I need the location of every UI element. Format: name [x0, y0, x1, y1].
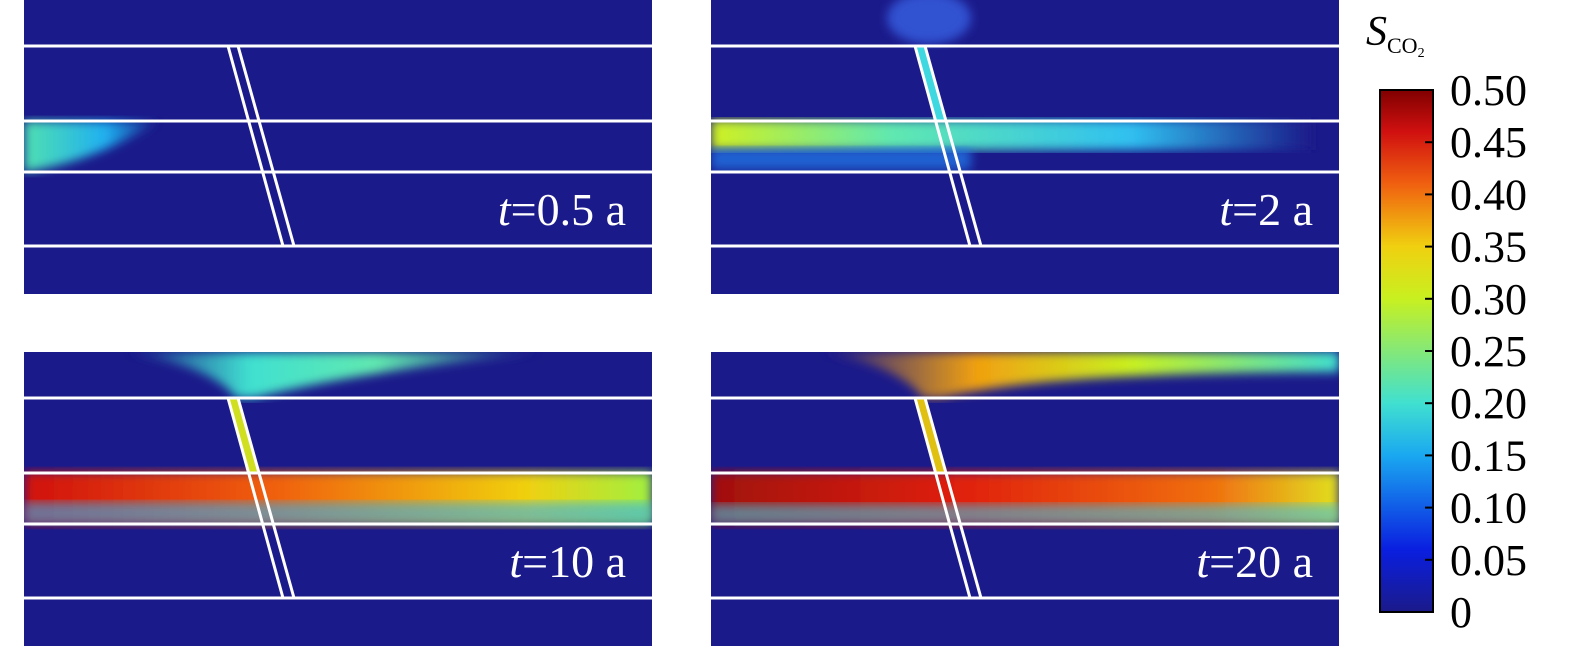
fault-line: [923, 45, 983, 247]
plume: [887, 0, 971, 44]
fault-line: [226, 397, 285, 599]
plume: [711, 120, 1311, 150]
colorbar-tick-label: 0.20: [1450, 379, 1527, 428]
plume: [228, 398, 258, 473]
time-label: t=2 a: [1219, 184, 1313, 235]
colorbar-label: SCO2: [1366, 9, 1425, 61]
plume: [915, 46, 945, 121]
fault-line: [236, 397, 296, 599]
colorbar-tick-label: 0: [1450, 588, 1472, 637]
time-variable: t: [1196, 536, 1210, 587]
panel-background: [24, 0, 652, 294]
panel-field: [24, 0, 652, 294]
colorbar-tick-label: 0.35: [1450, 223, 1527, 272]
time-label: t=0.5 a: [498, 184, 626, 235]
time-label: t=10 a: [509, 536, 626, 587]
colorbar-tick-label: 0.45: [1450, 118, 1527, 167]
colorbar: [1379, 89, 1434, 613]
panel-field: [711, 0, 1339, 294]
colorbar-tick-label: 0.40: [1450, 170, 1527, 219]
fault-line: [226, 45, 285, 247]
fault-line: [236, 45, 296, 247]
panel: t=0.5 a: [24, 0, 652, 294]
fault-line: [913, 397, 972, 599]
time-value: =10 a: [522, 536, 626, 587]
panel: t=10 a: [24, 352, 652, 646]
plume: [821, 352, 1339, 398]
fault-line: [923, 397, 983, 599]
time-variable: t: [509, 536, 523, 587]
time-value: =20 a: [1209, 536, 1313, 587]
plume: [24, 121, 159, 172]
fault-line: [913, 45, 972, 247]
colorbar-tick-label: 0.05: [1450, 536, 1527, 585]
colorbar-tick-label: 0.15: [1450, 431, 1527, 480]
panel-field: [711, 352, 1339, 646]
plume: [24, 502, 652, 524]
panel: t=20 a: [711, 352, 1339, 646]
plume: [915, 398, 945, 473]
time-variable: t: [1219, 184, 1233, 235]
time-value: =0.5 a: [511, 184, 626, 235]
colorbar-tick-label: 0.25: [1450, 327, 1527, 376]
time-value: =2 a: [1232, 184, 1313, 235]
colorbar-tick-label: 0.30: [1450, 275, 1527, 324]
colorbar-tick-label: 0.10: [1450, 484, 1527, 533]
plume: [711, 504, 1339, 524]
plume: [124, 352, 544, 398]
colorbar-tick-label: 0.50: [1450, 66, 1527, 115]
time-variable: t: [498, 184, 512, 235]
plume: [711, 148, 971, 170]
panel: t=2 a: [711, 0, 1339, 294]
time-label: t=20 a: [1196, 536, 1313, 587]
panel-field: [24, 352, 652, 646]
